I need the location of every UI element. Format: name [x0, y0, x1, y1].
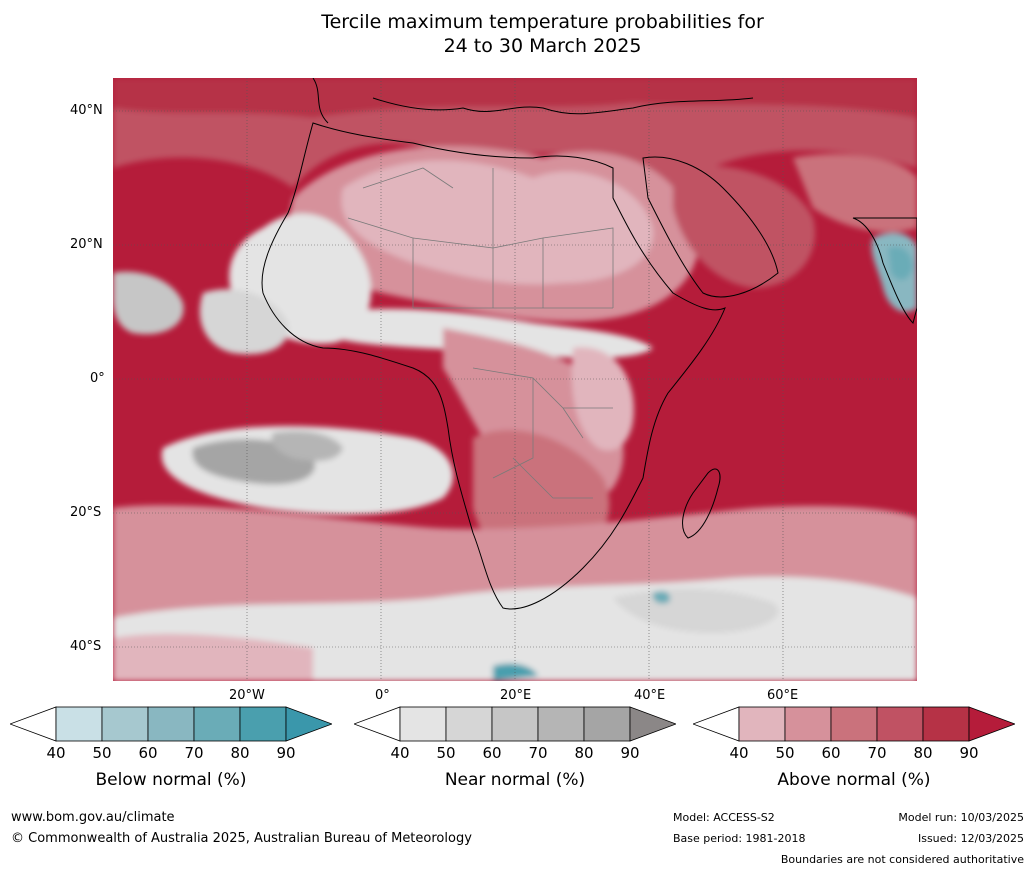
colorbar-tick-label: 90 [959, 744, 979, 762]
boundaries-disclaimer: Boundaries are not considered authoritat… [780, 853, 1024, 866]
lat-label-20n: 20°N [70, 237, 103, 252]
colorbar-segment [399, 706, 447, 742]
map-title-line-1: Tercile maximum temperature probabilitie… [321, 11, 764, 33]
lat-label-0: 0° [90, 371, 105, 386]
colorbar-segment [876, 706, 924, 742]
colorbar-segment [445, 706, 493, 742]
colorbar-tick-label: 40 [729, 744, 749, 762]
colorbar-tick-label: 60 [138, 744, 158, 762]
southwest-pink [113, 633, 313, 681]
colorbar-tick-label: 80 [913, 744, 933, 762]
colorbar-upper-extend [629, 706, 676, 742]
east-africa [571, 347, 634, 451]
model-name: Model: ACCESS-S2 [673, 811, 775, 824]
issued-date: Issued: 12/03/2025 [917, 832, 1024, 845]
colorbar-segment [784, 706, 832, 742]
colorbar-tick-label: 50 [436, 744, 456, 762]
colorbar-tick-label: 40 [46, 744, 66, 762]
atlantic-grey [199, 289, 289, 355]
colorbar-segment [147, 706, 195, 742]
model-run-date: Model run: 10/03/2025 [898, 811, 1024, 824]
colorbar-tick-label: 70 [184, 744, 204, 762]
colorbar-tick-label: 50 [775, 744, 795, 762]
colorbar-segment [922, 706, 970, 742]
colorbar-upper-extend [285, 706, 332, 742]
colorbar-tick-label: 90 [276, 744, 296, 762]
lon-label-0: 0° [375, 688, 390, 703]
south-atlantic-grey [271, 431, 343, 461]
copyright: © Commonwealth of Australia 2025, Austra… [11, 831, 472, 846]
lon-label-60e: 60°E [767, 688, 799, 703]
colorbar-tick-label: 60 [821, 744, 841, 762]
top-band [113, 78, 917, 118]
graticule [113, 78, 917, 681]
colorbar-segment [491, 706, 539, 742]
map-title-line-2: 24 to 30 March 2025 [443, 35, 642, 57]
coastlines [261, 78, 917, 610]
lat-label-40s: 40°S [70, 639, 102, 654]
colorbar-tick-label: 70 [867, 744, 887, 762]
colorbar-segment [537, 706, 585, 742]
colorbar-segment [193, 706, 241, 742]
colorbar-lower-extend [354, 706, 401, 742]
website-link[interactable]: www.bom.gov.au/climate [11, 810, 175, 825]
colorbar-tick-label: 80 [230, 744, 250, 762]
base-period: Base period: 1981-2018 [673, 832, 806, 845]
blue-patch-2 [652, 591, 671, 604]
lon-label-40e: 40°E [634, 688, 666, 703]
below-normal-colorbar [10, 706, 332, 742]
colorbar-segment [101, 706, 149, 742]
equatorial-band [333, 308, 653, 358]
colorbar-upper-extend [968, 706, 1015, 742]
near-normal-colorbar [354, 706, 676, 742]
colorbar-segment [738, 706, 786, 742]
lat-label-40n: 40°N [70, 103, 103, 118]
arabia [673, 165, 815, 288]
country-borders [347, 167, 614, 499]
map-canvas [113, 78, 917, 681]
sahara-core [341, 160, 654, 285]
india-below-normal-core [888, 246, 913, 280]
lon-label-20e: 20°E [500, 688, 532, 703]
blue-patch-1 [493, 663, 538, 681]
colorbar-tick-label: 80 [574, 744, 594, 762]
colorbar-segment [239, 706, 287, 742]
near-normal-label: Near normal (%) [444, 770, 586, 790]
lon-label-20w: 20°W [229, 688, 265, 703]
colorbar-segment [830, 706, 878, 742]
asia-north [793, 154, 917, 232]
colorbar-segment [583, 706, 631, 742]
colorbar-tick-label: 90 [620, 744, 640, 762]
probability-map [113, 78, 917, 681]
lat-label-20s: 20°S [70, 505, 102, 520]
colorbar-tick-label: 40 [390, 744, 410, 762]
colorbar-lower-extend [693, 706, 740, 742]
above-normal-label: Above normal (%) [777, 770, 931, 790]
below-normal-label: Below normal (%) [95, 770, 247, 790]
colorbar-lower-extend [10, 706, 57, 742]
atlantic-grey-2 [113, 271, 184, 335]
colorbar-tick-label: 50 [92, 744, 112, 762]
above-normal-colorbar [693, 706, 1015, 742]
colorbar-segment [55, 706, 103, 742]
colorbar-tick-label: 60 [482, 744, 502, 762]
colorbar-tick-label: 70 [528, 744, 548, 762]
